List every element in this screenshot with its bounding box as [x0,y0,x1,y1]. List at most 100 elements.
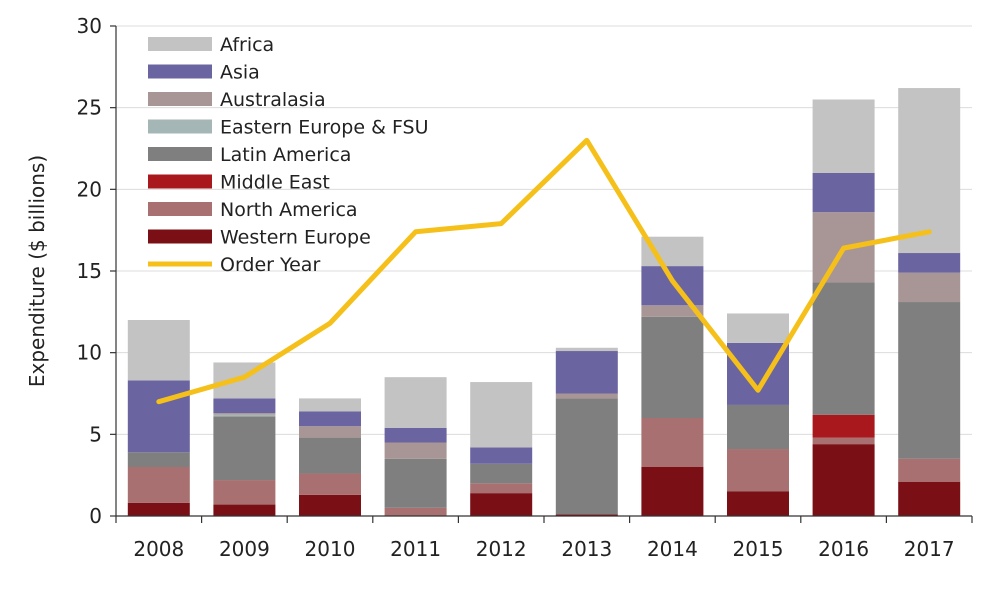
bar-western-europe-2013 [555,514,618,516]
bar-latin-america-2015 [727,404,789,450]
legend-item-north-america: North America [148,199,358,221]
y-tick-label: 25 [77,96,102,120]
bar-north-america-2014 [641,418,704,467]
legend-item-australasia: Australasia [148,89,326,111]
bar-asia-2014 [641,266,704,306]
bar-western-europe-2017 [898,481,961,516]
legend-label-middle-east: Middle East [220,172,330,194]
bar-africa-2012 [470,382,533,448]
bar-australasia-2011 [384,442,447,459]
bar-western-europe-2012 [470,493,533,516]
order-year-line [156,137,932,405]
bar-australasia-2010 [299,426,361,438]
bar-north-america-2011 [384,507,447,516]
x-tick-label-2008: 2008 [133,537,184,561]
bar-middle-east-2016 [812,414,875,438]
bar-asia-2010 [299,411,361,427]
legend-label-western-europe: Western Europe [220,227,371,249]
legend-swatch-africa [148,37,212,51]
legend-swatch-middle-east [148,174,212,189]
legend-label-africa: Africa [220,34,274,56]
bar-latin-america-2014 [641,316,704,418]
x-tick-label-2010: 2010 [305,537,356,561]
bar-western-europe-2015 [727,491,789,516]
bars [127,88,961,516]
bar-asia-2016 [812,173,875,213]
bar-africa-2009 [213,362,276,399]
bar-north-america-2015 [727,449,789,492]
bar-north-america-2012 [470,483,533,494]
legend-item-middle-east: Middle East [148,172,330,194]
legend-label-north-america: North America [220,199,358,221]
legend-swatch-latin-america [148,147,212,161]
bar-asia-2013 [555,351,618,394]
legend-swatch-western-europe [148,229,212,244]
bar-africa-2016 [812,99,875,173]
legend-item-eastern-europe-fsu: Eastern Europe & FSU [148,117,429,139]
bar-latin-america-2017 [898,302,961,459]
bar-north-america-2016 [812,437,875,445]
legend-item-order-year: Order Year [148,254,320,276]
bar-north-america-2017 [898,458,961,482]
bar-western-europe-2009 [213,504,276,516]
x-tick-label-2012: 2012 [476,537,527,561]
legend-swatch-australasia [148,92,212,106]
y-axis-label: Expenditure ($ billions) [25,155,49,387]
bar-western-europe-2008 [127,502,190,516]
x-axis-ticks: 2008 2009 2010 2011 2012 2013 2014 2015 2016 2017 [115,516,973,561]
bar-north-america-2009 [213,480,276,505]
bar-latin-america-2013 [555,398,618,515]
legend-label-latin-america: Latin America [220,144,351,166]
bar-asia-2012 [470,447,533,464]
bar-western-europe-2016 [812,444,875,516]
bar-australasia-2017 [898,272,961,303]
bar-north-america-2010 [299,473,361,495]
legend-label-asia: Asia [220,62,260,84]
bar-africa-2013 [555,347,618,352]
y-tick-label: 30 [77,14,102,38]
bar-western-europe-2010 [299,494,361,516]
legend-swatch-eastern-europe-fsu [148,119,212,134]
bar-latin-america-2008 [127,452,190,467]
bar-australasia-2009 [213,413,276,415]
legend-item-latin-america: Latin America [148,144,351,166]
y-tick-label: 10 [77,341,102,365]
bar-africa-2015 [727,313,789,343]
bar-australasia-2014 [641,305,704,317]
legend-item-africa: Africa [148,34,274,56]
legend-label-order-year: Order Year [220,254,320,276]
y-tick-label: 0 [89,504,102,528]
bar-latin-america-2016 [812,282,875,415]
order-year-line-layer [156,137,932,405]
legend-label-eastern-europe-fsu: Eastern Europe & FSU [220,117,429,139]
bar-north-america-2008 [127,467,190,503]
bar-asia-2017 [898,253,961,273]
bar-australasia-2013 [555,393,618,399]
x-tick-label-2014: 2014 [647,537,698,561]
y-tick-label: 20 [77,177,102,201]
x-tick-label-2011: 2011 [390,537,441,561]
bar-africa-2017 [898,88,961,254]
legend-swatch-north-america [148,202,212,216]
bar-eastern-europe-fsu-2009 [213,414,276,417]
bar-africa-2008 [127,320,190,381]
bar-latin-america-2011 [384,458,447,508]
legend-label-australasia: Australasia [220,89,326,111]
legend-swatch-asia [148,64,212,79]
bar-asia-2009 [213,398,276,414]
legend: Africa Asia Australasia Eastern Europe & FS… [148,34,429,276]
x-tick-label-2009: 2009 [219,537,270,561]
x-tick-label-2016: 2016 [818,537,869,561]
x-tick-label-2015: 2015 [733,537,784,561]
bar-latin-america-2009 [213,416,276,481]
y-tick-label: 5 [89,422,102,446]
y-tick-label: 15 [77,259,102,283]
bar-asia-2011 [384,427,447,443]
bar-western-europe-2014 [641,467,704,516]
legend-item-asia: Asia [148,62,260,84]
y-axis-ticks: 0 5 10 15 20 25 30 [77,14,116,528]
legend-item-western-europe: Western Europe [148,227,371,249]
bar-africa-2011 [384,377,447,428]
x-tick-label-2013: 2013 [561,537,612,561]
